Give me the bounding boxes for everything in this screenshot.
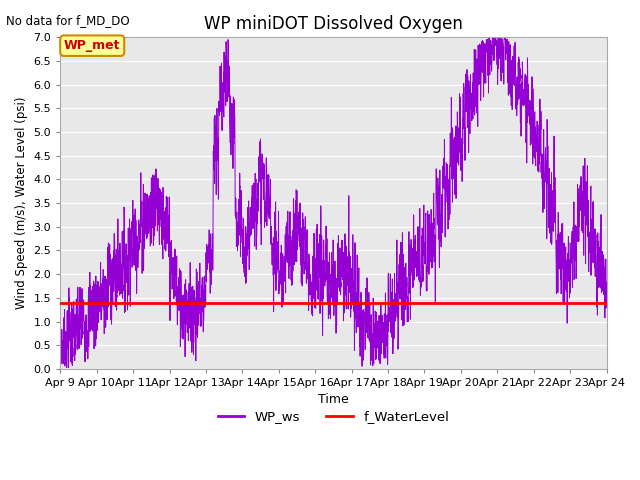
Text: WP_met: WP_met — [64, 39, 120, 52]
WP_ws — [592, 252, 600, 257]
WP_ws — [491, 35, 499, 40]
WP_ws — [63, 365, 70, 371]
Legend: WP_ws, f_WaterLevel: WP_ws, f_WaterLevel — [212, 405, 454, 429]
Text: No data for f_MD_DO: No data for f_MD_DO — [6, 14, 130, 27]
X-axis label: Time: Time — [318, 394, 349, 407]
Title: WP miniDOT Dissolved Oxygen: WP miniDOT Dissolved Oxygen — [204, 15, 463, 33]
WP_ws — [603, 279, 611, 285]
WP_ws — [119, 282, 127, 288]
Y-axis label: Wind Speed (m/s), Water Level (psi): Wind Speed (m/s), Water Level (psi) — [15, 97, 28, 309]
WP_ws — [56, 309, 64, 315]
WP_ws — [534, 163, 541, 169]
WP_ws — [152, 171, 159, 177]
WP_ws — [290, 196, 298, 202]
WP_ws — [266, 202, 274, 208]
Line: WP_ws: WP_ws — [60, 37, 607, 368]
